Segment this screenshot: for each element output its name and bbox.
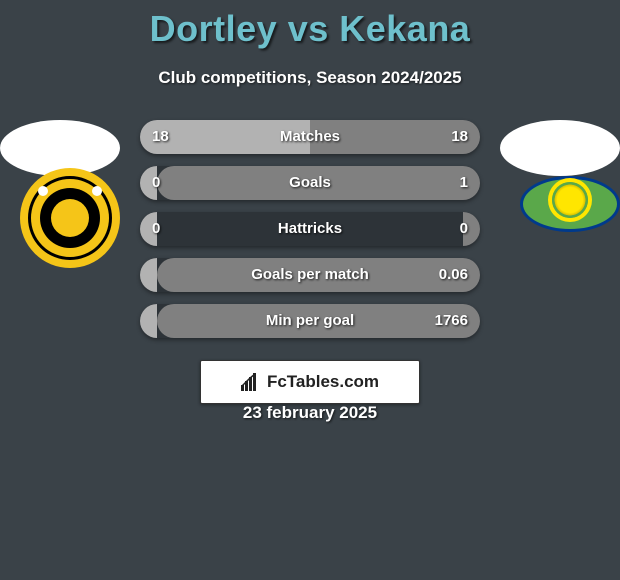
stat-label: Goals per match [140,258,480,292]
stat-row: 01Goals [140,166,480,200]
stat-row: 1766Min per goal [140,304,480,338]
stat-row: 1818Matches [140,120,480,154]
player1-club-logo [20,168,120,248]
stat-rows: 1818Matches 01Goals 00Hattricks 0.06Goals p… [140,120,480,350]
page-title: Dortley vs Kekana [0,0,620,50]
stat-row: 00Hattricks [140,212,480,246]
branding-text: FcTables.com [267,372,379,392]
subtitle: Club competitions, Season 2024/2025 [0,68,620,88]
stat-label: Goals [140,166,480,200]
stat-row: 0.06Goals per match [140,258,480,292]
chart-icon [241,373,261,391]
date-label: 23 february 2025 [0,403,620,423]
player2-club-logo [520,168,620,248]
stat-label: Min per goal [140,304,480,338]
stat-label: Hattricks [140,212,480,246]
stat-label: Matches [140,120,480,154]
branding-badge[interactable]: FcTables.com [200,360,420,404]
